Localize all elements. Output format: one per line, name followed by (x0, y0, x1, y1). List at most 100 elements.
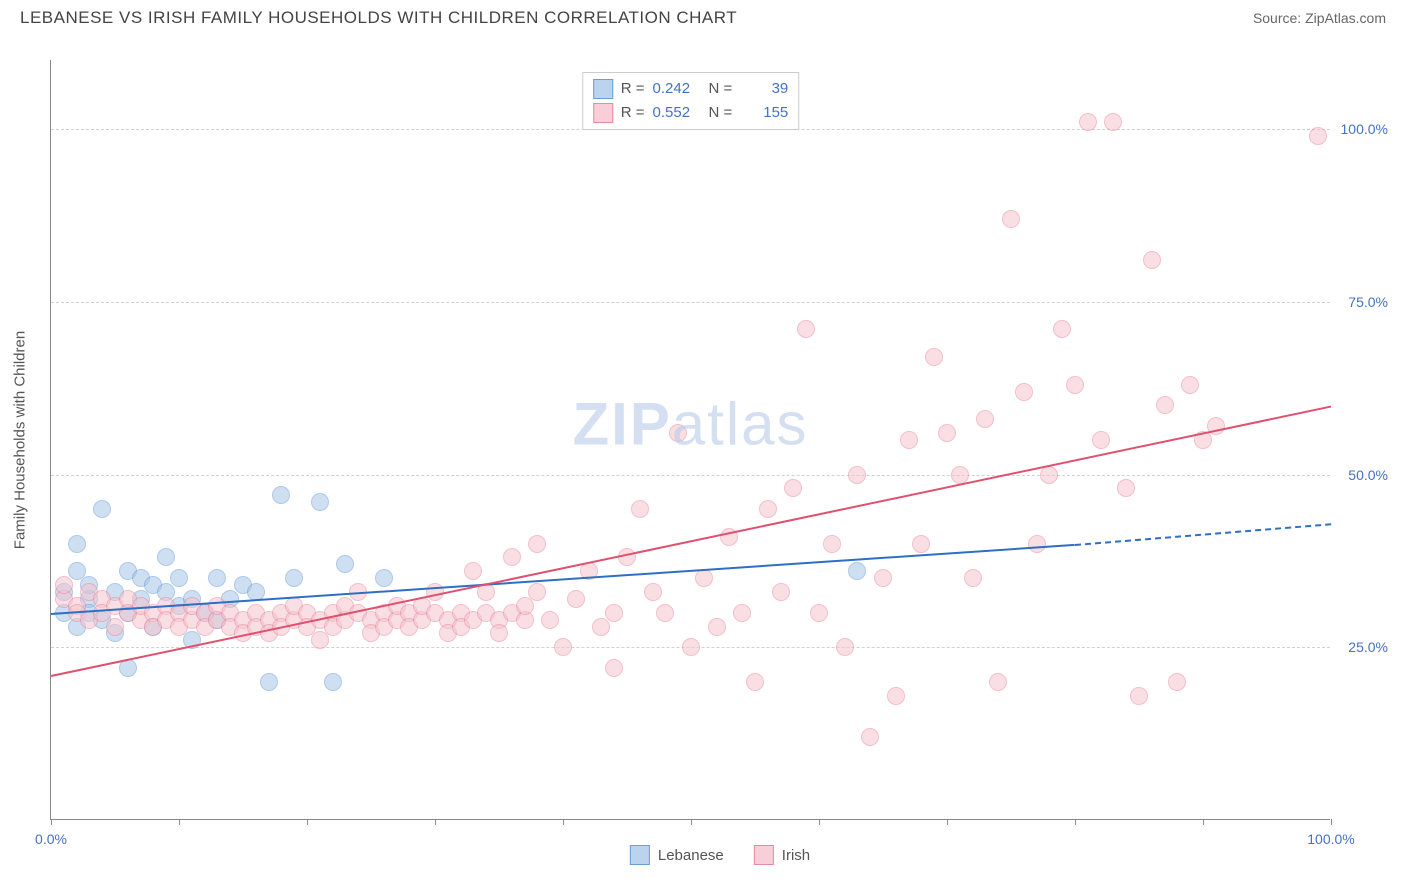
data-point (925, 348, 943, 366)
data-point (644, 583, 662, 601)
chart-container: Family Households with Children ZIPatlas… (50, 50, 1390, 830)
data-point (1130, 687, 1148, 705)
y-tick-label: 100.0% (1341, 121, 1388, 137)
data-point (1117, 479, 1135, 497)
data-point (68, 535, 86, 553)
x-tick (691, 819, 692, 825)
data-point (733, 604, 751, 622)
chart-source: Source: ZipAtlas.com (1253, 10, 1386, 26)
x-tick (51, 819, 52, 825)
x-tick (307, 819, 308, 825)
x-tick (435, 819, 436, 825)
chart-title: LEBANESE VS IRISH FAMILY HOUSEHOLDS WITH… (20, 8, 737, 28)
legend-r-value: 0.552 (653, 101, 701, 125)
data-point (618, 548, 636, 566)
legend-series-item: Irish (754, 845, 810, 865)
legend-row: R =0.552N =155 (593, 101, 789, 125)
data-point (938, 424, 956, 442)
data-point (1040, 466, 1058, 484)
data-point (592, 618, 610, 636)
data-point (1143, 251, 1161, 269)
data-point (528, 535, 546, 553)
data-point (810, 604, 828, 622)
legend-r-value: 0.242 (653, 77, 701, 101)
data-point (208, 569, 226, 587)
data-point (541, 611, 559, 629)
data-point (490, 624, 508, 642)
legend-swatch (593, 103, 613, 123)
legend-correlation: R = 0.242 N = 39R = 0.552 N = 155 (582, 72, 800, 130)
data-point (1168, 673, 1186, 691)
data-point (324, 673, 342, 691)
data-point (336, 555, 354, 573)
data-point (516, 597, 534, 615)
data-point (1015, 383, 1033, 401)
x-tick (1075, 819, 1076, 825)
data-point (1181, 376, 1199, 394)
data-point (528, 583, 546, 601)
data-point (55, 576, 73, 594)
data-point (1002, 210, 1020, 228)
data-point (311, 493, 329, 511)
data-point (605, 659, 623, 677)
x-tick (563, 819, 564, 825)
trend-line (51, 544, 1075, 615)
data-point (964, 569, 982, 587)
x-tick (947, 819, 948, 825)
data-point (848, 466, 866, 484)
legend-row: R = 0.242 N = 39 (593, 77, 789, 101)
x-tick-label: 0.0% (35, 831, 67, 847)
data-point (157, 548, 175, 566)
watermark: ZIPatlas (572, 390, 808, 459)
data-point (836, 638, 854, 656)
data-point (1028, 535, 1046, 553)
legend-r-label: R = (621, 101, 645, 125)
legend-series: Lebanese Irish (630, 838, 810, 872)
legend-swatch (593, 79, 613, 99)
data-point (772, 583, 790, 601)
data-point (900, 431, 918, 449)
x-tick (1203, 819, 1204, 825)
y-tick-label: 25.0% (1348, 639, 1388, 655)
data-point (631, 500, 649, 518)
data-point (1309, 127, 1327, 145)
data-point (260, 673, 278, 691)
grid-line (51, 475, 1330, 476)
x-tick (1331, 819, 1332, 825)
grid-line (51, 302, 1330, 303)
data-point (605, 604, 623, 622)
legend-r-label: R = (621, 77, 645, 101)
legend-series-label: Irish (782, 847, 810, 864)
x-tick-label: 100.0% (1307, 831, 1354, 847)
data-point (708, 618, 726, 636)
data-point (682, 638, 700, 656)
data-point (951, 466, 969, 484)
y-tick-label: 75.0% (1348, 294, 1388, 310)
legend-n-value: 155 (740, 101, 788, 125)
data-point (695, 569, 713, 587)
legend-n-value: 39 (740, 77, 788, 101)
y-tick-label: 50.0% (1348, 467, 1388, 483)
legend-swatch (754, 845, 774, 865)
data-point (375, 569, 393, 587)
legend-swatch (630, 845, 650, 865)
data-point (1156, 396, 1174, 414)
x-tick (819, 819, 820, 825)
legend-n-label: N = (709, 77, 733, 101)
data-point (1053, 320, 1071, 338)
trend-line (51, 405, 1331, 676)
trend-line-extrapolation (1075, 523, 1331, 546)
data-point (1066, 376, 1084, 394)
data-point (746, 673, 764, 691)
data-point (823, 535, 841, 553)
data-point (1092, 431, 1110, 449)
data-point (170, 569, 188, 587)
data-point (759, 500, 777, 518)
legend-series-label: Lebanese (658, 847, 724, 864)
data-point (976, 410, 994, 428)
data-point (656, 604, 674, 622)
data-point (311, 631, 329, 649)
y-axis-label: Family Households with Children (12, 331, 29, 549)
data-point (567, 590, 585, 608)
data-point (874, 569, 892, 587)
